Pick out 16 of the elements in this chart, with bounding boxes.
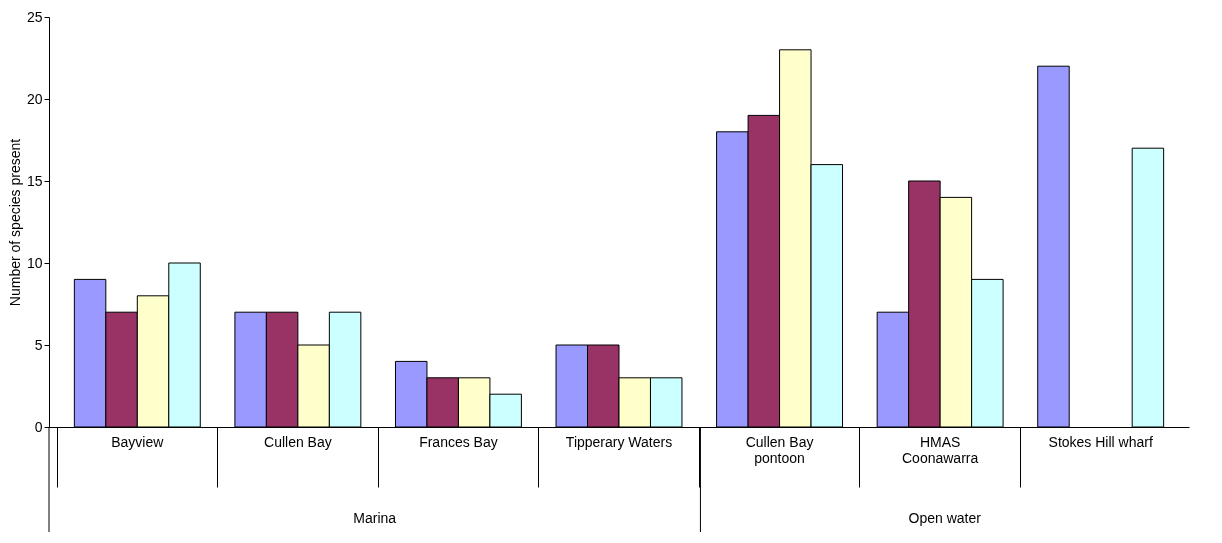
y-tick-label: 20 [26, 90, 43, 107]
y-tick-label: 25 [26, 8, 43, 25]
x-tick-label: Cullen Bay [264, 433, 332, 450]
y-tick-label: 10 [26, 254, 43, 271]
x-tick-label: Stokes Hill wharf [1048, 433, 1153, 450]
x-tick-label: Frances Bay [419, 433, 498, 450]
x-tick-label: HMAS Coonawarra [901, 433, 979, 466]
y-axis-title: Number of species present [6, 138, 23, 307]
y-tick-label: 5 [34, 336, 43, 353]
x-tick-label: Bayview [111, 433, 165, 450]
y-tick-label: 0 [34, 418, 43, 435]
x-tick-label: Cullen Bay pontoon [745, 433, 814, 466]
text: Open water [908, 510, 982, 526]
x-tick-label: Tipperary Waters [565, 433, 673, 450]
text: Marina [353, 510, 397, 526]
y-tick-label: 15 [26, 172, 43, 189]
